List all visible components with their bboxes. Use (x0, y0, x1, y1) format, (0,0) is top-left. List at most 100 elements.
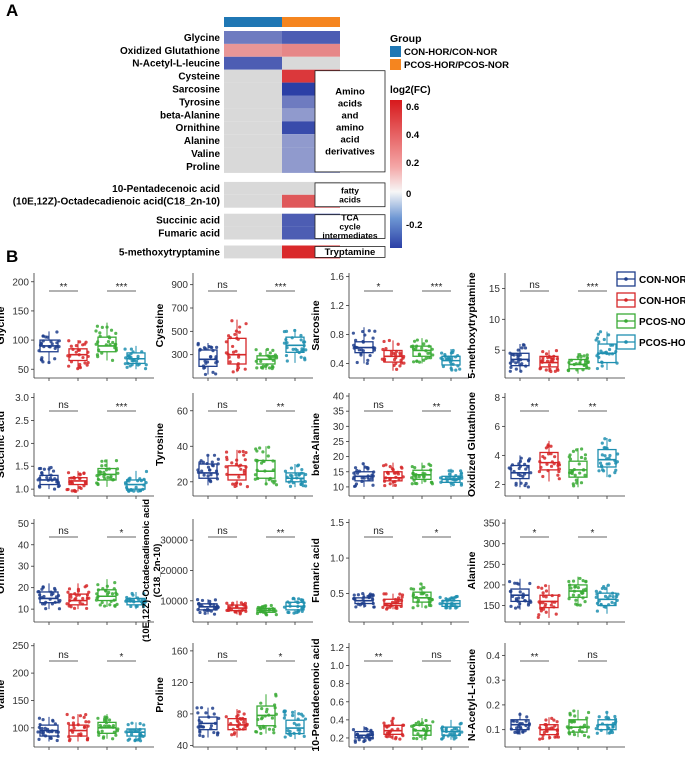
data-point (603, 454, 607, 458)
data-point (411, 347, 416, 351)
data-point (96, 482, 100, 487)
boxplot-panel: 300 500 700 900 Cysteine ns *** (154, 273, 313, 381)
boxplot-panel: 0.1 0.2 0.3 0.4 N-Acetyl-L-leucine ** ns (466, 643, 625, 750)
data-point (460, 474, 464, 479)
heatmap-column-bar (224, 17, 282, 27)
box-iqr (568, 719, 588, 733)
data-point (302, 343, 306, 348)
data-point (54, 345, 59, 349)
heatmap-row-label: 5-methoxytryptamine (119, 247, 221, 258)
data-point (209, 473, 213, 477)
data-point (39, 357, 43, 362)
heatmap-cell (224, 82, 282, 96)
data-point (273, 724, 277, 729)
data-point (57, 607, 62, 611)
data-point (299, 333, 303, 338)
data-point (371, 474, 375, 478)
data-point (70, 481, 75, 485)
data-point (582, 354, 586, 358)
data-point (295, 476, 299, 480)
data-point (256, 476, 260, 481)
data-point (412, 478, 416, 482)
data-point (37, 589, 41, 594)
data-point (606, 583, 610, 587)
y-tick-label: 4 (494, 451, 500, 462)
data-point (97, 348, 101, 352)
data-point (297, 712, 301, 716)
data-point (71, 730, 75, 734)
data-point (74, 344, 78, 348)
fc-tick-label: 0.4 (406, 130, 420, 141)
data-point (541, 733, 545, 737)
y-tick-label: 10 (333, 482, 345, 493)
data-point (255, 468, 259, 472)
data-point (100, 459, 104, 463)
data-point (419, 582, 423, 586)
data-point (410, 724, 414, 728)
data-point (287, 610, 291, 615)
data-point (583, 473, 587, 477)
legend-label: PCOS-HOR (639, 338, 685, 349)
y-tick-label: 2 (494, 480, 500, 491)
data-point (237, 450, 242, 454)
data-point (555, 357, 559, 361)
data-point (578, 361, 582, 365)
data-point (84, 713, 88, 717)
data-point (271, 348, 275, 352)
data-point (78, 601, 82, 605)
data-point (255, 458, 259, 463)
data-point (438, 476, 443, 480)
data-point (459, 483, 464, 487)
data-point (541, 594, 546, 598)
y-axis-label: Glycine (0, 306, 7, 344)
data-point (512, 469, 516, 474)
data-point (514, 483, 518, 487)
significance-label: ns (529, 280, 540, 291)
data-point (538, 737, 542, 741)
fc-colorbar (390, 100, 402, 248)
data-point (351, 331, 355, 335)
data-point (424, 356, 428, 361)
data-point (102, 474, 106, 479)
data-point (384, 463, 388, 467)
data-point (602, 446, 606, 450)
data-point (601, 469, 606, 473)
y-axis-label: Fumaric acid (310, 538, 322, 603)
data-point (131, 359, 135, 363)
data-point (444, 606, 448, 610)
data-point (126, 361, 130, 366)
heatmap-row-label: Succinic acid (156, 216, 220, 227)
data-point (301, 714, 305, 718)
data-point (210, 463, 215, 467)
data-point (137, 598, 141, 602)
data-point (415, 737, 419, 741)
heatmap-cell (224, 134, 282, 148)
data-point (41, 585, 45, 589)
data-point (264, 482, 268, 486)
data-point (217, 716, 221, 720)
data-point (129, 604, 133, 609)
data-point (411, 360, 416, 364)
data-point (538, 367, 542, 371)
y-tick-label: 250 (12, 641, 29, 652)
data-point (410, 464, 414, 469)
data-point (607, 603, 611, 607)
data-point (513, 606, 518, 610)
data-point (414, 721, 418, 726)
data-point (65, 712, 69, 717)
data-point (37, 349, 41, 353)
category-label: TCA (341, 213, 358, 223)
data-point (365, 727, 369, 732)
y-tick-label: 8 (494, 393, 500, 404)
data-point (399, 358, 403, 362)
data-point (599, 728, 603, 733)
data-point (571, 730, 575, 734)
data-point (541, 454, 545, 459)
data-point (210, 460, 214, 464)
data-point (371, 336, 375, 340)
data-point (448, 360, 453, 364)
data-point (78, 472, 82, 476)
group-legend-title: Group (390, 33, 422, 45)
data-point (546, 468, 550, 473)
data-point (214, 361, 218, 365)
